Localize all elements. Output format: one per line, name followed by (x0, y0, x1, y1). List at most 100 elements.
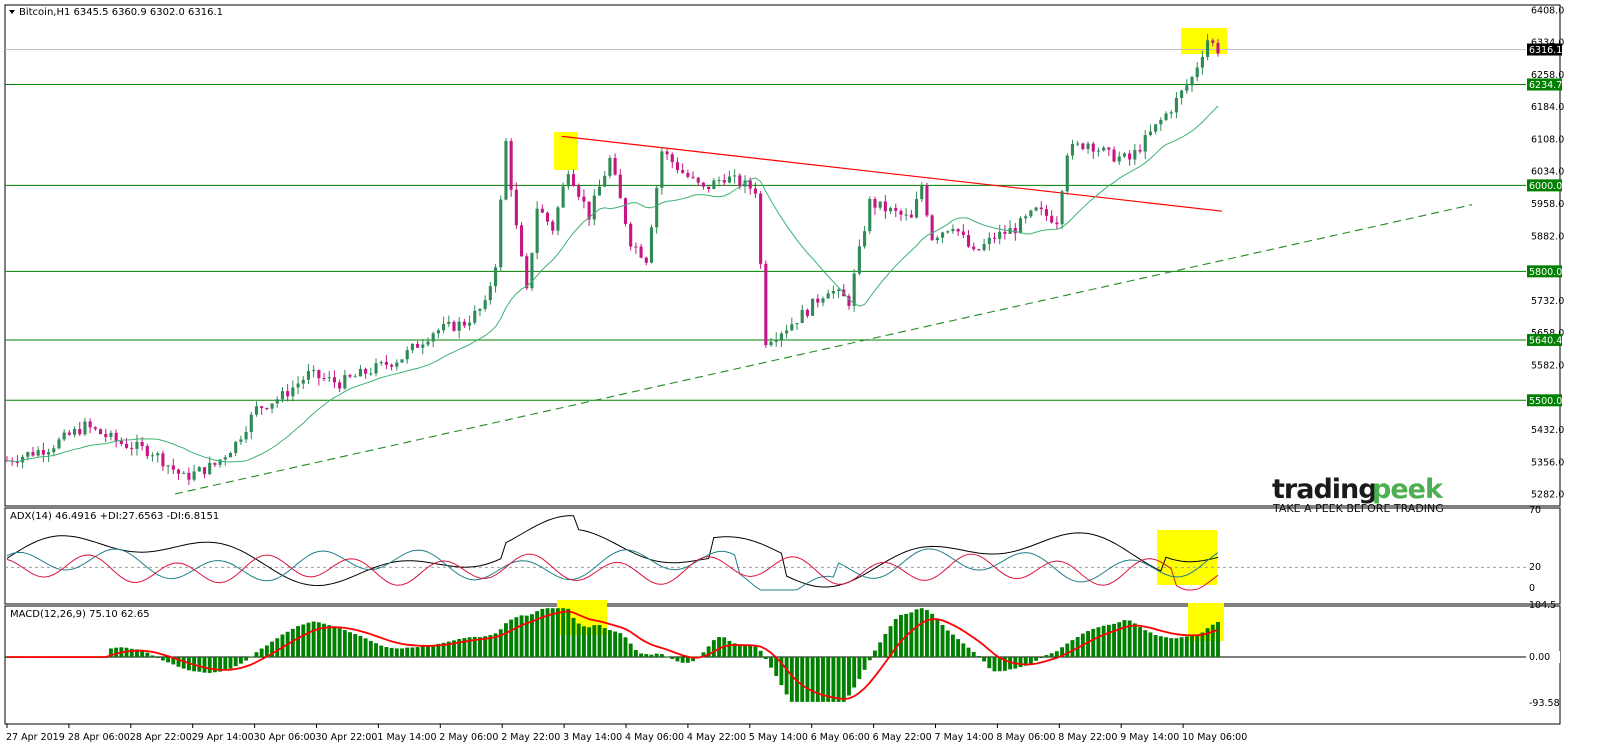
macd-bar (1138, 627, 1142, 657)
macd-bar (675, 657, 680, 662)
macd-bar (1023, 657, 1028, 666)
macd-bar (753, 646, 758, 657)
macd-bar (472, 636, 477, 657)
bear-candle (364, 368, 368, 374)
bear-candle (629, 223, 633, 247)
macd-bar (571, 617, 576, 657)
macd-bar (1065, 643, 1070, 657)
price-tick-label: 5582.0 (1531, 361, 1564, 372)
level-badge-text: 5800.0 (1529, 267, 1562, 278)
macd-bar (368, 640, 373, 657)
bull-candle (150, 455, 155, 457)
support-trendline-dashed (174, 204, 1473, 495)
bull-candle (192, 471, 196, 480)
macd-bar (561, 608, 566, 657)
bear-candle (338, 382, 342, 389)
bear-candle (171, 465, 175, 470)
bull-candle (655, 187, 659, 228)
macd-bar (1117, 622, 1122, 657)
level-badge (1527, 78, 1562, 91)
macd-bar (950, 634, 955, 657)
macd-bar (1158, 636, 1163, 657)
macd-bar (275, 638, 280, 657)
macd-bar (176, 657, 181, 667)
bull-candle (447, 321, 451, 324)
bear-candle (286, 391, 290, 397)
candlesticks (5, 34, 1220, 486)
bull-candle (1024, 216, 1028, 219)
bear-candle (1050, 215, 1054, 223)
macd-bar (529, 614, 534, 657)
price-tick-label: 5432.0 (1531, 425, 1564, 436)
bull-candle (779, 333, 783, 340)
macd-bar (940, 624, 945, 657)
bull-candle (1034, 207, 1038, 211)
macd-bar (420, 646, 425, 657)
time-tick-label: 30 Apr 22:00 (316, 732, 378, 743)
bear-candle (1039, 207, 1043, 210)
macd-bar (1096, 627, 1101, 657)
macd-signal-line (7, 610, 1219, 701)
macd-bar (914, 609, 919, 657)
level-badge-text: 6316.1 (1529, 45, 1562, 56)
time-tick-label: 29 Apr 14:00 (192, 732, 254, 743)
macd-bar (1018, 657, 1023, 668)
bull-candle (405, 350, 409, 360)
bull-candle (712, 180, 716, 190)
time-tick-label: 28 Apr 06:00 (68, 732, 130, 743)
adx-axis-0: 0 (1529, 583, 1535, 594)
bear-candle (145, 446, 149, 457)
macd-bar (717, 637, 721, 657)
bull-candle (914, 199, 919, 218)
bull-candle (369, 373, 373, 375)
bear-candle (644, 257, 648, 263)
bear-candle (681, 170, 685, 173)
bear-candle (883, 201, 887, 212)
minus-di-line (6, 553, 1219, 591)
time-tick-label: 3 May 14:00 (563, 732, 622, 743)
bull-candle (727, 176, 731, 183)
bull-candle (21, 456, 25, 463)
bull-candle (1185, 85, 1189, 91)
bear-candle (816, 298, 820, 303)
bull-candle (831, 290, 835, 294)
dropdown-triangle-icon[interactable] (9, 10, 15, 14)
macd-bar (140, 650, 145, 657)
bear-candle (696, 177, 700, 183)
macd-bar (919, 608, 924, 657)
level-badge (1527, 179, 1562, 192)
macd-bar (363, 638, 368, 657)
macd-bar (821, 657, 825, 702)
bear-candle (551, 221, 555, 231)
bull-candle (421, 344, 425, 348)
bull-candle (270, 403, 274, 409)
time-tick-label: 30 Apr 06:00 (254, 732, 316, 743)
macd-bar (899, 614, 903, 657)
macd-bar (342, 630, 347, 657)
bear-candle (847, 296, 851, 306)
bull-candle (904, 214, 908, 216)
adx-axis-20: 20 (1529, 562, 1541, 573)
bull-candle (1190, 77, 1194, 86)
bear-candle (686, 172, 690, 177)
bear-candle (909, 214, 913, 218)
macd-bar (483, 636, 488, 657)
macd-bar (441, 642, 446, 657)
symbol-info: Bitcoin,H1 6345.5 6360.9 6302.0 6316.1 (19, 7, 223, 18)
macd-bar (332, 626, 337, 657)
adx-label: ADX(14) 46.4916 +DI:27.6563 -DI:6.8151 (10, 511, 219, 522)
price-tick-label: 6258.0 (1531, 70, 1564, 81)
macd-bar (992, 657, 997, 672)
macd-bar (524, 615, 529, 657)
bear-candle (894, 208, 898, 211)
bull-candle (239, 439, 243, 442)
bull-candle (135, 441, 139, 449)
macd-bar (602, 628, 607, 657)
bull-candle (36, 450, 40, 456)
bull-candle (561, 186, 565, 208)
macd-bar (306, 622, 311, 657)
macd-bar (945, 630, 950, 657)
highlight-box (1181, 28, 1227, 54)
